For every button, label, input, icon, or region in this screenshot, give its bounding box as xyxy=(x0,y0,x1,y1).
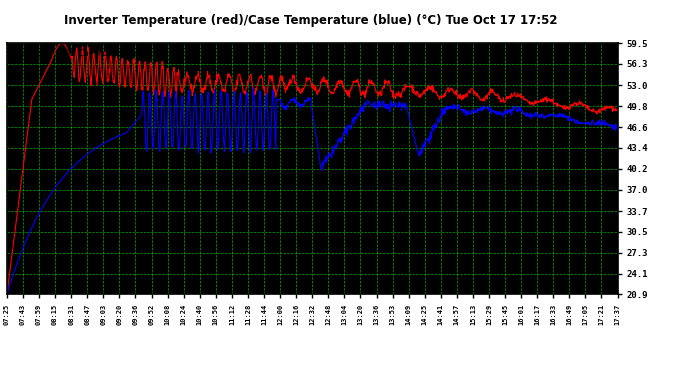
Text: Inverter Temperature (red)/Case Temperature (blue) (°C) Tue Oct 17 17:52: Inverter Temperature (red)/Case Temperat… xyxy=(63,14,558,27)
Text: Copyright 2006 Cartronics.com: Copyright 2006 Cartronics.com xyxy=(10,50,144,58)
